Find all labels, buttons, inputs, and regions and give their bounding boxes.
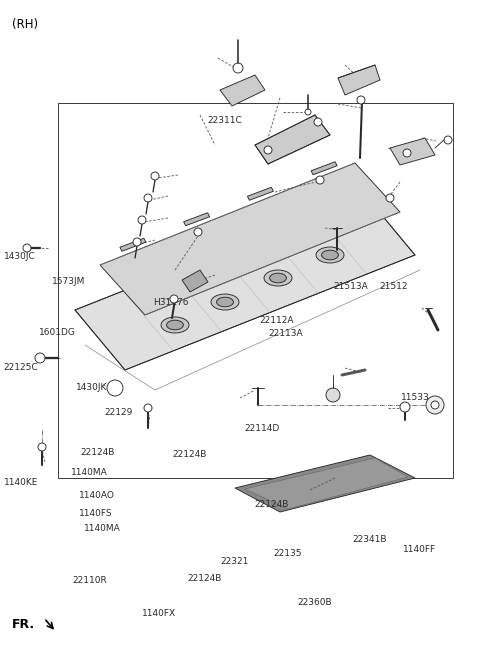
Circle shape: [431, 401, 439, 409]
Polygon shape: [247, 187, 274, 200]
Text: 22125C: 22125C: [4, 363, 38, 372]
Polygon shape: [390, 138, 435, 165]
Ellipse shape: [322, 250, 338, 260]
Polygon shape: [235, 455, 415, 512]
Text: 22124B: 22124B: [81, 448, 115, 457]
Circle shape: [194, 228, 202, 236]
Polygon shape: [245, 458, 408, 509]
Circle shape: [305, 109, 311, 115]
Ellipse shape: [161, 317, 189, 333]
Ellipse shape: [216, 297, 233, 307]
Text: 1140FF: 1140FF: [403, 545, 436, 554]
Circle shape: [326, 388, 340, 402]
Circle shape: [151, 172, 159, 180]
Circle shape: [314, 118, 322, 126]
Polygon shape: [338, 65, 380, 95]
Ellipse shape: [316, 247, 344, 263]
Text: 1140FX: 1140FX: [142, 609, 176, 618]
Circle shape: [357, 96, 365, 104]
Polygon shape: [182, 270, 208, 292]
Text: H31176: H31176: [153, 298, 188, 307]
Text: 22113A: 22113A: [269, 329, 303, 338]
Text: 22124B: 22124B: [187, 574, 222, 583]
Text: 11533: 11533: [401, 393, 430, 402]
Text: 22112A: 22112A: [259, 316, 294, 325]
Text: 1430JK: 1430JK: [76, 383, 107, 392]
Text: 1140AO: 1140AO: [79, 491, 115, 500]
Text: 1573JM: 1573JM: [52, 277, 85, 286]
Polygon shape: [255, 115, 330, 164]
Polygon shape: [311, 162, 337, 175]
Text: 22114D: 22114D: [245, 424, 280, 433]
Text: 22110R: 22110R: [72, 576, 107, 585]
Text: 1140MA: 1140MA: [71, 468, 108, 477]
Text: FR.: FR.: [12, 618, 35, 631]
Ellipse shape: [264, 270, 292, 286]
Circle shape: [386, 194, 394, 202]
Circle shape: [403, 149, 411, 157]
Bar: [58, 103, 453, 478]
Text: 22124B: 22124B: [173, 450, 207, 459]
Text: (RH): (RH): [12, 18, 38, 31]
Circle shape: [35, 353, 45, 363]
Circle shape: [233, 63, 243, 73]
Text: 1140FS: 1140FS: [79, 509, 113, 518]
Circle shape: [38, 443, 46, 451]
Ellipse shape: [211, 294, 239, 310]
Circle shape: [23, 244, 31, 252]
Circle shape: [316, 176, 324, 184]
Text: 22360B: 22360B: [298, 598, 332, 608]
Circle shape: [133, 238, 141, 246]
Polygon shape: [100, 163, 400, 315]
Text: 21512: 21512: [379, 282, 408, 291]
Text: 21513A: 21513A: [334, 282, 368, 291]
Text: 22129: 22129: [105, 407, 133, 417]
Polygon shape: [75, 195, 415, 370]
Ellipse shape: [167, 320, 183, 330]
Polygon shape: [184, 213, 210, 226]
Circle shape: [444, 136, 452, 144]
Circle shape: [170, 295, 178, 303]
Ellipse shape: [270, 273, 287, 283]
Text: 1140KE: 1140KE: [4, 478, 38, 487]
Text: 1140MA: 1140MA: [84, 524, 121, 533]
Circle shape: [144, 194, 152, 202]
Circle shape: [107, 380, 123, 396]
Circle shape: [426, 396, 444, 414]
Text: 22135: 22135: [274, 549, 302, 559]
Circle shape: [400, 402, 410, 412]
Text: 1430JC: 1430JC: [4, 252, 36, 261]
Text: 22341B: 22341B: [353, 535, 387, 544]
Text: 22124B: 22124B: [254, 500, 289, 509]
Polygon shape: [120, 238, 146, 251]
Text: 22311C: 22311C: [207, 116, 242, 126]
Circle shape: [264, 146, 272, 154]
Polygon shape: [220, 75, 265, 106]
Circle shape: [144, 404, 152, 412]
Text: 22321: 22321: [221, 557, 249, 566]
Text: 1601DG: 1601DG: [39, 328, 76, 337]
Circle shape: [138, 216, 146, 224]
